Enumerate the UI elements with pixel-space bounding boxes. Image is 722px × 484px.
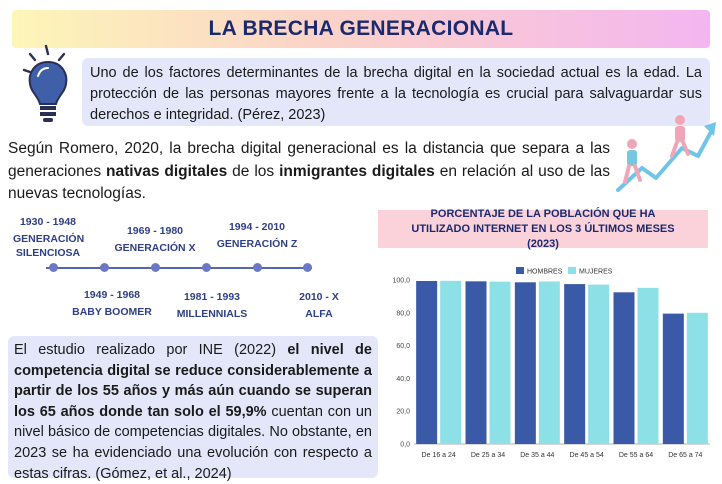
bar (564, 284, 586, 444)
y-tick-label: 40,0 (396, 376, 410, 383)
y-tick-label: 80,0 (396, 310, 410, 317)
timeline-dot (49, 263, 58, 272)
bar (416, 280, 438, 444)
bar (588, 284, 610, 444)
legend-swatch (516, 267, 524, 274)
x-tick-label: De 55 a 64 (619, 452, 653, 459)
y-tick-label: 60,0 (396, 343, 410, 350)
timeline-entry: 1994 - 2010 GENERACIÓN Z (212, 220, 302, 251)
growth-people-illustration (616, 115, 716, 192)
x-tick-label: De 16 a 24 (422, 452, 456, 459)
timeline-years: 1981 - 1993 (183, 291, 241, 303)
romero-bold-2: inmigrantes digitales (279, 162, 435, 180)
timeline-entry: 1981 - 1993 MILLENNIALS (172, 290, 252, 321)
ine-text-1: El estudio realizado por INE (2022) (14, 342, 288, 358)
timeline-entry: 1930 - 1948 GENERACIÓN SILENCIOSA (2, 215, 94, 260)
timeline-dot (253, 263, 262, 272)
bar (440, 280, 462, 444)
timeline-generation: BABY BOOMER (72, 306, 152, 318)
bar (686, 312, 708, 444)
timeline-years: 2010 - X (299, 291, 339, 303)
legend-swatch (568, 267, 576, 274)
lightbulb-icon (22, 44, 68, 122)
legend-label: HOMBRES (527, 269, 563, 276)
romero-paragraph: Según Romero, 2020, la brecha digital ge… (8, 138, 610, 206)
romero-text-1: Según Romero, 2020, la brecha digital ge… (8, 140, 610, 180)
bar (662, 313, 684, 444)
x-tick-label: De 45 a 54 (570, 452, 604, 459)
romero-text-2: de los (227, 162, 280, 180)
y-tick-label: 100,0 (392, 278, 410, 285)
title-banner: LA BRECHA GENERACIONAL (12, 10, 710, 48)
timeline-years: 1930 - 1948 (19, 216, 77, 228)
ine-text-2: cuentan con un nivel básico de competenc… (14, 403, 372, 482)
bar (613, 292, 635, 444)
bar (637, 287, 659, 444)
bar (514, 282, 536, 444)
timeline-generation: GENERACIÓN X (114, 242, 196, 254)
y-tick-label: 0,0 (400, 442, 410, 449)
timeline-entry: 1949 - 1968 BABY BOOMER (72, 288, 152, 319)
y-tick-label: 20,0 (396, 409, 410, 416)
x-tick-label: De 65 a 74 (668, 452, 702, 459)
generations-timeline: 1930 - 1948 GENERACIÓN SILENCIOSA 1949 -… (0, 210, 370, 330)
timeline-years: 1994 - 2010 (228, 221, 286, 233)
timeline-generation: GENERACIÓN Z (216, 238, 298, 250)
x-tick-label: De 35 a 44 (520, 452, 554, 459)
timeline-dot (151, 263, 160, 272)
timeline-generation: MILLENNIALS (176, 308, 248, 320)
timeline-entry: 1969 - 1980 GENERACIÓN X (110, 224, 200, 255)
timeline-dot (202, 263, 211, 272)
timeline-entry: 2010 - X ALFA (284, 290, 354, 321)
intro-text: Uno de los factores determinantes de la … (90, 65, 702, 123)
bar (538, 281, 560, 444)
timeline-line (46, 267, 312, 269)
page-title: LA BRECHA GENERACIONAL (208, 17, 514, 40)
timeline-dot (303, 263, 312, 272)
ine-study-box: El estudio realizado por INE (2022) el n… (8, 336, 378, 482)
legend-label: MUJERES (579, 269, 613, 276)
x-tick-label: De 25 a 34 (471, 452, 505, 459)
timeline-generation: GENERACIÓN SILENCIOSA (13, 233, 85, 259)
timeline-dot (100, 263, 109, 272)
romero-text-3: en relación al uso de las nuevas tecnolo… (8, 162, 611, 203)
chart-title: PORCENTAJE DE LA POBLACIÓN QUE HA UTILIZ… (378, 208, 708, 250)
chart-title-text: PORCENTAJE DE LA POBLACIÓN QUE HA UTILIZ… (411, 207, 675, 250)
bar (465, 281, 487, 444)
internet-usage-bar-chart: HOMBRES MUJERES 0,0 20,0 40,0 60,0 80,0 100,0 De… (392, 267, 710, 459)
timeline-generation: ALFA (305, 308, 333, 320)
bar (489, 281, 511, 444)
intro-box: Uno de los factores determinantes de la … (82, 58, 710, 126)
ine-bold: el nivel de competencia digital se reduc… (14, 342, 372, 420)
romero-bold-1: nativas digitales (106, 162, 228, 180)
timeline-years: 1949 - 1968 (83, 289, 141, 301)
timeline-years: 1969 - 1980 (126, 225, 184, 237)
